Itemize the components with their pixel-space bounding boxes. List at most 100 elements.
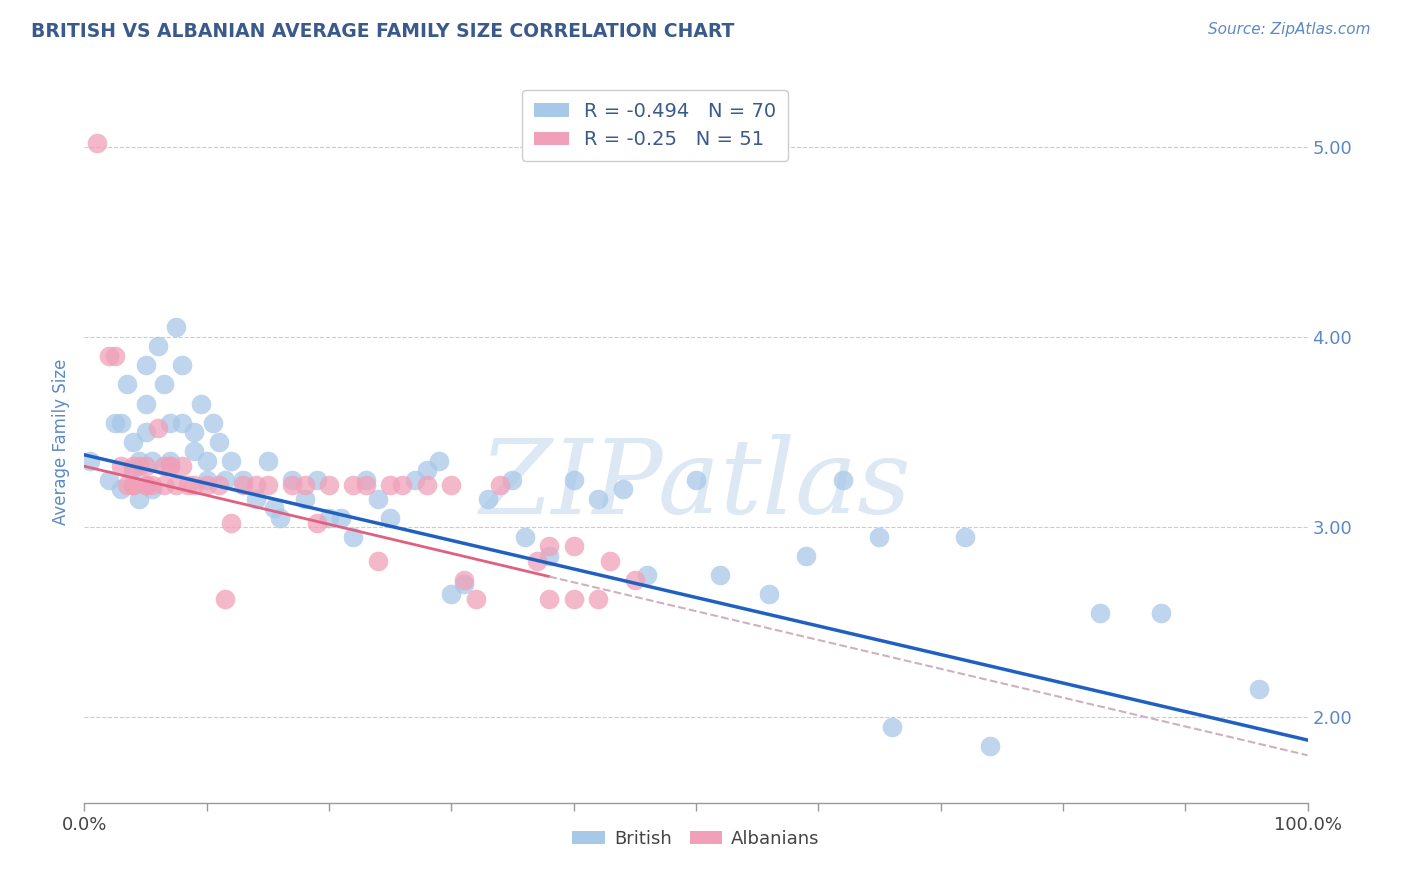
Point	[354, 473, 377, 487]
Point	[219, 453, 242, 467]
Point	[624, 574, 647, 588]
Point	[86, 136, 108, 150]
Point	[177, 478, 200, 492]
Point	[464, 592, 486, 607]
Point	[214, 592, 236, 607]
Point	[128, 453, 150, 467]
Text: BRITISH VS ALBANIAN AVERAGE FAMILY SIZE CORRELATION CHART: BRITISH VS ALBANIAN AVERAGE FAMILY SIZE …	[31, 22, 734, 41]
Point	[281, 473, 304, 487]
Point	[831, 473, 853, 487]
Point	[612, 482, 634, 496]
Point	[110, 482, 132, 496]
Point	[110, 459, 132, 474]
Point	[562, 592, 585, 607]
Point	[165, 478, 187, 492]
Point	[146, 339, 169, 353]
Point	[685, 473, 707, 487]
Point	[758, 587, 780, 601]
Point	[214, 473, 236, 487]
Y-axis label: Average Family Size: Average Family Size	[52, 359, 70, 524]
Point	[869, 530, 891, 544]
Point	[281, 478, 304, 492]
Point	[245, 491, 267, 506]
Point	[489, 478, 512, 492]
Point	[135, 459, 157, 474]
Point	[263, 501, 285, 516]
Point	[380, 510, 402, 524]
Point	[538, 539, 561, 553]
Point	[122, 434, 145, 449]
Point	[79, 453, 101, 467]
Point	[153, 459, 176, 474]
Point	[586, 592, 609, 607]
Point	[354, 478, 377, 492]
Point	[513, 530, 536, 544]
Point	[159, 416, 181, 430]
Point	[128, 459, 150, 474]
Point	[257, 453, 280, 467]
Point	[135, 478, 157, 492]
Point	[219, 516, 242, 531]
Point	[318, 510, 340, 524]
Point	[122, 459, 145, 474]
Point	[128, 491, 150, 506]
Point	[122, 478, 145, 492]
Point	[165, 320, 187, 334]
Point	[110, 416, 132, 430]
Legend: British, Albanians: British, Albanians	[565, 822, 827, 855]
Text: Source: ZipAtlas.com: Source: ZipAtlas.com	[1208, 22, 1371, 37]
Point	[122, 478, 145, 492]
Point	[172, 459, 194, 474]
Point	[183, 478, 205, 492]
Point	[159, 459, 181, 474]
Point	[172, 416, 194, 430]
Point	[305, 516, 328, 531]
Point	[195, 473, 218, 487]
Point	[141, 453, 163, 467]
Point	[1247, 681, 1270, 696]
Point	[232, 473, 254, 487]
Point	[294, 491, 316, 506]
Point	[305, 473, 328, 487]
Point	[586, 491, 609, 506]
Point	[172, 359, 194, 373]
Point	[794, 549, 817, 563]
Point	[440, 478, 463, 492]
Point	[141, 478, 163, 492]
Point	[141, 482, 163, 496]
Point	[232, 478, 254, 492]
Point	[208, 478, 231, 492]
Point	[153, 478, 176, 492]
Point	[1088, 606, 1111, 620]
Point	[195, 453, 218, 467]
Point	[404, 473, 426, 487]
Point	[294, 478, 316, 492]
Point	[159, 453, 181, 467]
Point	[146, 421, 169, 435]
Point	[391, 478, 413, 492]
Point	[342, 478, 364, 492]
Point	[104, 349, 127, 363]
Point	[342, 530, 364, 544]
Point	[416, 463, 439, 477]
Point	[122, 463, 145, 477]
Text: ZIPatlas: ZIPatlas	[481, 434, 911, 535]
Point	[440, 587, 463, 601]
Point	[135, 359, 157, 373]
Point	[380, 478, 402, 492]
Point	[416, 478, 439, 492]
Point	[153, 377, 176, 392]
Point	[367, 554, 389, 568]
Point	[477, 491, 499, 506]
Point	[190, 396, 212, 410]
Point	[135, 396, 157, 410]
Point	[330, 510, 353, 524]
Point	[195, 478, 218, 492]
Point	[201, 416, 224, 430]
Point	[538, 549, 561, 563]
Point	[599, 554, 621, 568]
Point	[269, 510, 291, 524]
Point	[135, 425, 157, 439]
Point	[709, 567, 731, 582]
Point	[318, 478, 340, 492]
